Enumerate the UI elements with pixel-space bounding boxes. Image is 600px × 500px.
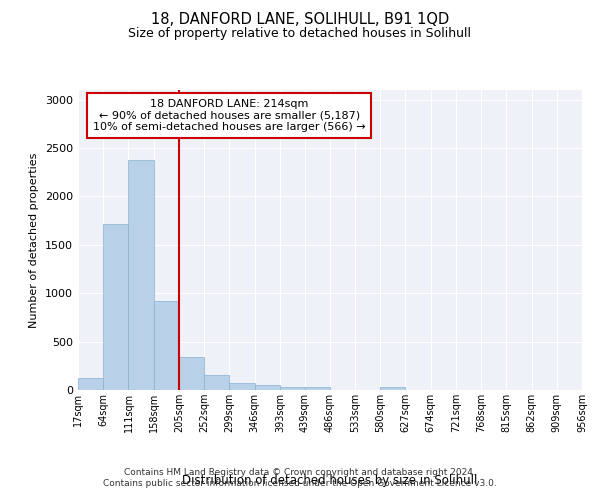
Y-axis label: Number of detached properties: Number of detached properties xyxy=(29,152,40,328)
Text: Contains HM Land Registry data © Crown copyright and database right 2024.
Contai: Contains HM Land Registry data © Crown c… xyxy=(103,468,497,487)
Bar xyxy=(103,224,128,390)
Bar xyxy=(254,385,280,390)
Bar xyxy=(154,301,179,390)
Bar xyxy=(204,376,229,390)
Bar xyxy=(78,378,103,390)
Bar xyxy=(280,387,305,390)
Text: 18 DANFORD LANE: 214sqm
← 90% of detached houses are smaller (5,187)
10% of semi: 18 DANFORD LANE: 214sqm ← 90% of detache… xyxy=(93,99,365,132)
Bar xyxy=(128,160,154,390)
Bar xyxy=(305,387,330,390)
Text: 18, DANFORD LANE, SOLIHULL, B91 1QD: 18, DANFORD LANE, SOLIHULL, B91 1QD xyxy=(151,12,449,28)
Bar xyxy=(380,387,406,390)
Bar xyxy=(229,383,254,390)
Bar xyxy=(179,357,204,390)
Text: Size of property relative to detached houses in Solihull: Size of property relative to detached ho… xyxy=(128,28,472,40)
X-axis label: Distribution of detached houses by size in Solihull: Distribution of detached houses by size … xyxy=(182,474,478,487)
